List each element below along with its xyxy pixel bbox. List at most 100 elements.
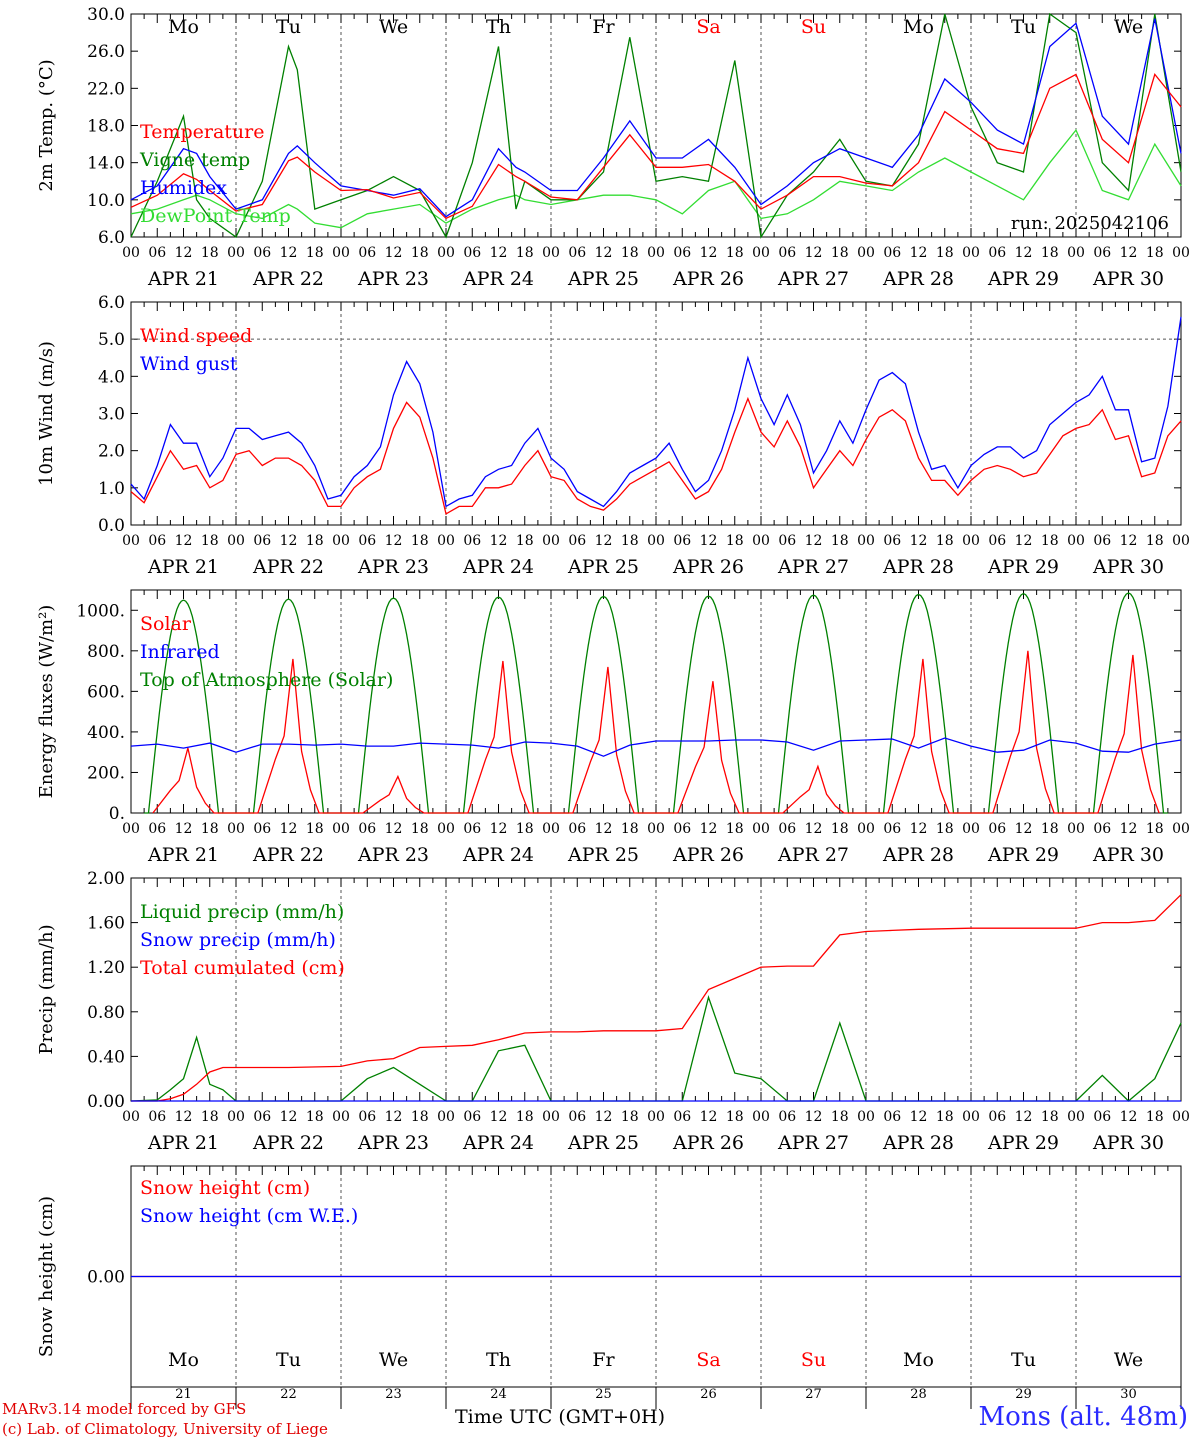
day-date-label: APR 22 bbox=[252, 556, 324, 578]
hour-tick-label: 00 bbox=[962, 1109, 980, 1125]
day-date-label: APR 27 bbox=[777, 556, 849, 578]
hour-tick-label: 06 bbox=[463, 533, 481, 549]
hour-tick-label: 12 bbox=[175, 821, 193, 837]
y-axis-label: Precip (mm/h) bbox=[36, 924, 57, 1054]
hour-tick-label: 12 bbox=[595, 533, 613, 549]
hour-tick-label: 18 bbox=[306, 245, 324, 261]
hour-tick-label: 12 bbox=[700, 821, 718, 837]
legend-entry: Snow precip (mm/h) bbox=[140, 929, 336, 951]
hour-tick-label: 06 bbox=[883, 533, 901, 549]
day-date-label: APR 30 bbox=[1092, 556, 1164, 578]
hour-tick-label: 00 bbox=[857, 821, 875, 837]
hour-tick-label: 18 bbox=[1041, 245, 1059, 261]
weekday-label: Mo bbox=[168, 16, 199, 38]
hour-tick-label: 12 bbox=[1120, 245, 1138, 261]
day-date-label: APR 24 bbox=[462, 1132, 534, 1154]
hour-tick-label: 00 bbox=[332, 245, 350, 261]
day-number-label: 23 bbox=[385, 1387, 402, 1402]
y-tick-label: 0.00 bbox=[87, 1268, 125, 1288]
day-number-label: 25 bbox=[595, 1387, 612, 1402]
hour-tick-label: 00 bbox=[437, 245, 455, 261]
day-date-label: APR 26 bbox=[672, 268, 744, 290]
hour-tick-label: 12 bbox=[910, 533, 928, 549]
hour-tick-label: 18 bbox=[936, 245, 954, 261]
y-tick-label: 6.0 bbox=[98, 293, 125, 313]
weekday-label: Mo bbox=[903, 1349, 934, 1371]
day-date-label: APR 29 bbox=[987, 1132, 1059, 1154]
hour-tick-label: 00 bbox=[752, 821, 770, 837]
hour-tick-label: 00 bbox=[1172, 533, 1190, 549]
hour-tick-label: 00 bbox=[122, 1109, 140, 1125]
hour-tick-label: 00 bbox=[647, 245, 665, 261]
weekday-label: We bbox=[1114, 16, 1143, 38]
y-axis-label: 10m Wind (m/s) bbox=[36, 341, 57, 486]
day-date-label: APR 21 bbox=[147, 268, 219, 290]
hour-tick-label: 18 bbox=[726, 533, 744, 549]
hour-tick-label: 06 bbox=[253, 821, 271, 837]
hour-tick-label: 06 bbox=[1093, 533, 1111, 549]
hour-tick-label: 06 bbox=[988, 821, 1006, 837]
panel-3: 0. 200. 400. 600. 800. 1000. Energy fluxes (W/… bbox=[36, 589, 1190, 866]
legend-entry: DewPoint Temp bbox=[140, 205, 291, 227]
day-date-label: APR 27 bbox=[777, 844, 849, 866]
day-date-label: APR 30 bbox=[1092, 268, 1164, 290]
hour-tick-label: 06 bbox=[253, 1109, 271, 1125]
hour-tick-label: 18 bbox=[621, 245, 639, 261]
hour-tick-label: 00 bbox=[752, 1109, 770, 1125]
hour-tick-label: 18 bbox=[516, 245, 534, 261]
weekday-label: Sa bbox=[696, 16, 720, 38]
hour-tick-label: 00 bbox=[857, 245, 875, 261]
day-date-label: APR 30 bbox=[1092, 844, 1164, 866]
hour-tick-label: 18 bbox=[726, 1109, 744, 1125]
hour-tick-label: 00 bbox=[332, 1109, 350, 1125]
legend-entry: Liquid precip (mm/h) bbox=[140, 901, 344, 923]
hour-tick-label: 12 bbox=[385, 1109, 403, 1125]
hour-tick-label: 00 bbox=[1172, 245, 1190, 261]
hour-tick-label: 18 bbox=[621, 1109, 639, 1125]
hour-tick-label: 00 bbox=[962, 533, 980, 549]
series-line-humidex bbox=[130, 18, 1182, 218]
hour-tick-label: 06 bbox=[883, 245, 901, 261]
hour-tick-label: 00 bbox=[1172, 1109, 1190, 1125]
hour-tick-label: 06 bbox=[1093, 821, 1111, 837]
hour-tick-label: 06 bbox=[778, 821, 796, 837]
day-date-label: APR 27 bbox=[777, 1132, 849, 1154]
hour-tick-label: 06 bbox=[778, 533, 796, 549]
weekday-label: Th bbox=[486, 1349, 511, 1371]
legend-entry: Snow height (cm) bbox=[140, 1177, 310, 1199]
hour-tick-label: 18 bbox=[306, 1109, 324, 1125]
day-date-label: APR 26 bbox=[672, 556, 744, 578]
y-tick-label: 3.0 bbox=[98, 405, 125, 425]
station-label: Mons (alt. 48m) bbox=[978, 1402, 1188, 1432]
hour-tick-label: 18 bbox=[831, 245, 849, 261]
day-date-label: APR 30 bbox=[1092, 1132, 1164, 1154]
hour-tick-label: 00 bbox=[332, 821, 350, 837]
hour-tick-label: 00 bbox=[332, 533, 350, 549]
hour-tick-label: 00 bbox=[122, 533, 140, 549]
hour-tick-label: 12 bbox=[1120, 1109, 1138, 1125]
day-date-label: APR 29 bbox=[987, 844, 1059, 866]
day-date-label: APR 24 bbox=[462, 268, 534, 290]
hour-tick-label: 00 bbox=[1067, 821, 1085, 837]
hour-tick-label: 12 bbox=[910, 821, 928, 837]
hour-tick-label: 18 bbox=[936, 1109, 954, 1125]
hour-tick-label: 06 bbox=[568, 1109, 586, 1125]
day-date-label: APR 26 bbox=[672, 844, 744, 866]
hour-tick-label: 00 bbox=[857, 1109, 875, 1125]
legend-entry: Humidex bbox=[140, 177, 227, 199]
plot-frame bbox=[130, 301, 1182, 526]
y-tick-label: 26.0 bbox=[87, 42, 125, 62]
hour-tick-label: 06 bbox=[358, 821, 376, 837]
hour-tick-label: 12 bbox=[385, 821, 403, 837]
hour-tick-label: 12 bbox=[805, 533, 823, 549]
hour-tick-label: 06 bbox=[673, 245, 691, 261]
y-tick-label: 2.0 bbox=[98, 442, 125, 462]
hour-tick-label: 12 bbox=[805, 245, 823, 261]
hour-tick-label: 06 bbox=[1093, 1109, 1111, 1125]
panel-2: 0.0 1.0 2.0 3.0 4.0 5.0 6.0 10m Wind (m/s) Wind … bbox=[36, 293, 1190, 578]
y-axis-label: Energy fluxes (W/m²) bbox=[36, 605, 57, 799]
hour-tick-label: 12 bbox=[700, 533, 718, 549]
hour-tick-label: 12 bbox=[175, 1109, 193, 1125]
day-date-label: APR 28 bbox=[882, 1132, 954, 1154]
